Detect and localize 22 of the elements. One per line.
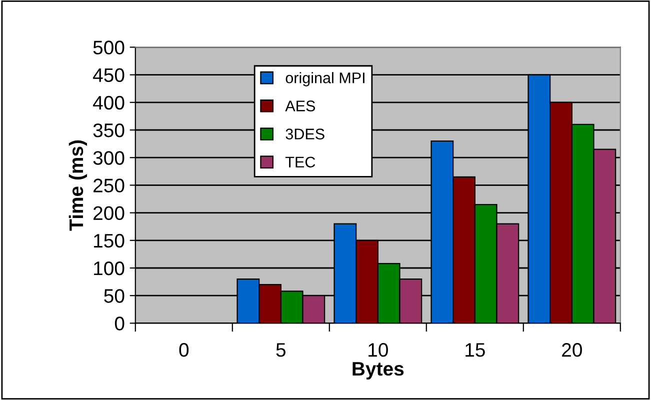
y-tick-label: 150 — [94, 234, 124, 248]
y-axis-title: Time (ms) — [68, 140, 87, 231]
legend-label: original MPI — [286, 72, 364, 86]
x-tick-label: 10 — [368, 343, 388, 357]
y-tick-label: 100 — [94, 261, 124, 276]
y-tick-label: 500 — [93, 40, 124, 54]
y-tick-label: 250 — [94, 178, 124, 192]
legend-label: 3DES — [286, 128, 324, 140]
x-tick-label: 5 — [276, 343, 286, 357]
x-tick-label: 0 — [179, 343, 189, 357]
y-tick-label: 200 — [94, 206, 124, 220]
y-tick-label: 0 — [114, 316, 124, 330]
legend-label: AES — [285, 100, 316, 112]
y-tick-label: 450 — [93, 68, 124, 82]
x-axis-title: Bytes — [352, 362, 404, 380]
x-tick-label: 20 — [562, 343, 582, 357]
x-tick-label: 15 — [466, 343, 485, 357]
y-tick-label: 400 — [93, 96, 124, 110]
y-tick-label: 350 — [93, 123, 124, 138]
y-tick-label: 50 — [104, 289, 124, 303]
legend-label: TEC — [285, 156, 316, 168]
y-tick-label: 300 — [93, 151, 124, 165]
